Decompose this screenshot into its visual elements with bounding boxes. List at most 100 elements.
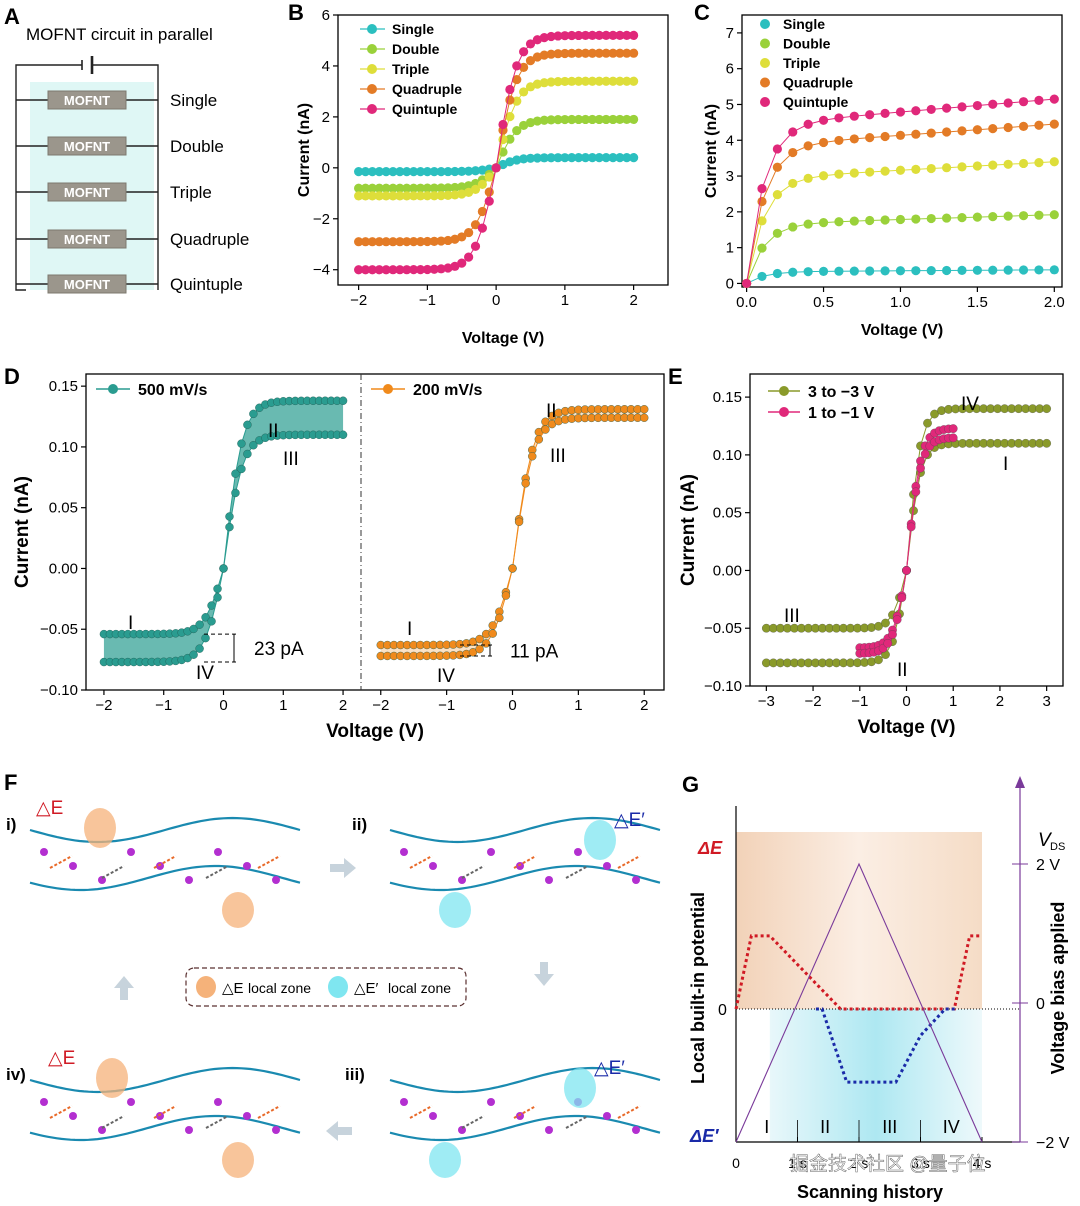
x-tick-label: 0.0 <box>736 294 757 311</box>
ion-dot <box>185 1126 193 1134</box>
data-point <box>508 564 517 573</box>
data-point <box>911 129 921 139</box>
data-point <box>560 153 570 163</box>
phase-label: III <box>550 446 566 467</box>
circuit-wires <box>15 64 159 291</box>
data-point <box>895 266 906 276</box>
data-point <box>622 48 632 58</box>
x-tick-label: 0 <box>508 697 516 714</box>
y-tick-label: −0.10 <box>704 678 742 695</box>
step-label: iii) <box>345 1065 365 1084</box>
ion-dot <box>214 848 222 856</box>
data-point <box>422 183 432 193</box>
local-zone <box>222 1142 254 1178</box>
series-quintuple: Quintuple <box>354 30 639 275</box>
data-point <box>757 183 767 194</box>
data-point <box>195 620 204 629</box>
pore-wall <box>389 864 661 892</box>
data-point <box>505 157 515 167</box>
step-2: ii) △E′ <box>352 810 661 928</box>
data-point <box>1003 265 1013 275</box>
data-point <box>834 135 844 146</box>
phase-label: II <box>268 421 279 442</box>
step-label: iv) <box>6 1065 26 1084</box>
legend-symbol-dEp: △E′ <box>354 980 379 997</box>
data-point <box>514 517 524 527</box>
x-axis-label: Voltage (V) <box>858 717 956 738</box>
data-point <box>957 162 967 172</box>
x-tick-label: 0.5 <box>813 294 834 311</box>
ion-flow-arrow <box>513 855 537 869</box>
right-tick-label: 2 V <box>1036 857 1060 874</box>
data-point <box>541 425 550 434</box>
local-zone <box>222 892 254 928</box>
data-point <box>237 439 246 448</box>
data-point <box>388 183 398 193</box>
phase-label: IV <box>943 1117 960 1137</box>
legend-marker <box>760 58 770 68</box>
panel-a-letter: A <box>4 4 20 29</box>
data-point <box>874 655 883 665</box>
left-label-dE: ΔE <box>697 838 723 858</box>
data-point <box>402 237 412 247</box>
data-point <box>580 114 591 125</box>
branch-line <box>380 408 645 646</box>
y-tick-label: 0.15 <box>713 389 742 406</box>
data-point <box>622 30 632 40</box>
legend-label: Quintuple <box>392 101 458 117</box>
legend-marker <box>367 84 377 94</box>
ion-dot <box>429 1112 437 1120</box>
data-point <box>629 114 639 125</box>
data-point <box>888 630 897 639</box>
circuit-row: MOFNT Single <box>16 90 217 110</box>
mofnt-label: MOFNT <box>64 277 110 292</box>
data-point <box>374 183 384 193</box>
data-point <box>1034 210 1044 220</box>
data-point <box>443 183 453 193</box>
x-tick-label: 1 <box>279 697 287 714</box>
pore-wall <box>29 816 301 844</box>
panel-c: C 0.0 0.5 1.0 1.5 2.0 0 1 2 3 4 5 6 7 Voltage (V) Curr… <box>694 0 1065 339</box>
data-point <box>580 48 591 58</box>
data-point <box>422 236 432 247</box>
data-point <box>546 49 556 59</box>
data-point <box>484 196 494 206</box>
data-point <box>788 222 798 232</box>
data-point <box>788 147 798 158</box>
branch-line <box>859 428 954 649</box>
y-tick-label: 0.00 <box>49 560 78 577</box>
data-point <box>354 265 364 275</box>
data-point <box>213 593 222 602</box>
data-point <box>243 420 252 430</box>
data-point <box>1049 119 1059 129</box>
data-point <box>615 114 625 125</box>
series-single: Single <box>742 16 1059 289</box>
data-point <box>818 218 829 228</box>
data-point <box>574 114 584 125</box>
legend-marker <box>108 384 118 394</box>
circuit-rows: MOFNT Single MOFNT Double MOFNT Triple MOFNT Qu… <box>16 90 249 294</box>
data-point <box>195 644 204 653</box>
data-point <box>539 115 549 125</box>
data-point <box>477 179 487 190</box>
pore-wall <box>389 1066 661 1094</box>
ion-dot <box>632 1126 640 1134</box>
data-point <box>629 76 639 86</box>
data-point <box>381 183 391 193</box>
mofnt-label: MOFNT <box>64 232 110 247</box>
data-point <box>906 522 916 532</box>
data-point <box>865 167 875 177</box>
data-point <box>772 228 782 238</box>
data-point <box>1049 265 1059 275</box>
data-point <box>457 232 467 242</box>
data-point <box>470 184 481 195</box>
data-point <box>519 62 529 72</box>
plot-frame <box>337 14 669 286</box>
panel-f: F i)△Eii) △E′iii) △E′iv)△E△E local zone △E′ l… <box>4 770 661 1178</box>
data-point <box>381 191 391 201</box>
data-point <box>415 183 426 193</box>
data-point <box>457 189 467 199</box>
phase-label: IV <box>437 666 455 687</box>
pore-wall <box>29 864 301 892</box>
